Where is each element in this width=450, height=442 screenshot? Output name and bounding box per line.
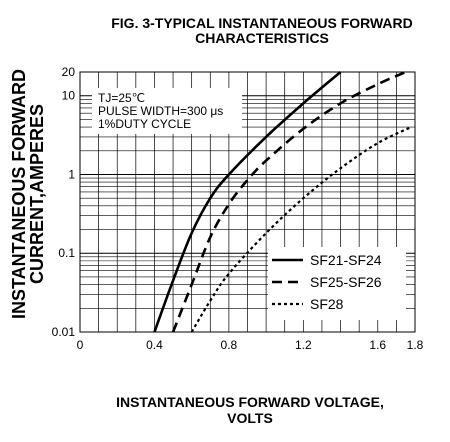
chart-title: FIG. 3-TYPICAL INSTANTANEOUS FORWARDCHAR…: [111, 15, 413, 46]
series-curves: [153, 70, 412, 333]
legend-label: SF25-SF26: [310, 274, 382, 290]
x-axis-label-line-2: VOLTS: [227, 410, 273, 426]
series-line-sf25-sf26: [171, 70, 407, 333]
plot-frame: [79, 71, 416, 333]
legend: SF21-SF24 SF25-SF26 SF28: [268, 247, 406, 320]
series-line-sf28: [190, 126, 412, 333]
y-tick-label: 0.1: [58, 246, 75, 260]
legend-label: SF28: [310, 296, 344, 312]
chart-title-line-1: FIG. 3-TYPICAL INSTANTANEOUS FORWARD: [111, 15, 413, 31]
x-tick-label: 0.8: [221, 338, 238, 352]
series-line-sf21-sf24: [153, 71, 342, 333]
y-tick-label: 10: [62, 89, 76, 103]
x-tick-label: 1.6: [369, 338, 386, 352]
annotation-line-3: 1%DUTY CYCLE: [98, 117, 191, 131]
y-axis-label-line-1: INSTANTANEOUS FORWARD: [9, 69, 29, 319]
annotation-background: [92, 88, 242, 134]
y-tick-label: 20: [62, 65, 76, 79]
x-tick-label: 0: [77, 338, 84, 352]
y-axis-label-line-2: CURRENT,AMPERES: [27, 104, 47, 284]
y-tick-label: 0.01: [52, 325, 76, 339]
x-tick-label: 1.2: [295, 338, 312, 352]
x-tick-labels: 0 0.4 0.8 1.2 1.6 1.8: [77, 338, 424, 352]
x-tick-label: 1.8: [407, 338, 424, 352]
annotation-line-1: TJ=25℃: [98, 91, 145, 105]
x-axis-label-line-1: INSTANTANEOUS FORWARD VOLTAGE,: [116, 394, 384, 410]
legend-label: SF21-SF24: [310, 252, 382, 268]
x-axis-label: INSTANTANEOUS FORWARD VOLTAGE,VOLTS: [116, 394, 384, 426]
y-tick-label: 1: [68, 167, 75, 181]
x-tick-label: 0.4: [146, 338, 163, 352]
annotation-line-2: PULSE WIDTH=300 μs: [98, 104, 223, 118]
y-tick-labels: 0.01 0.1 1 10 20: [52, 65, 76, 339]
chart-title-line-2: CHARACTERISTICS: [195, 30, 329, 46]
